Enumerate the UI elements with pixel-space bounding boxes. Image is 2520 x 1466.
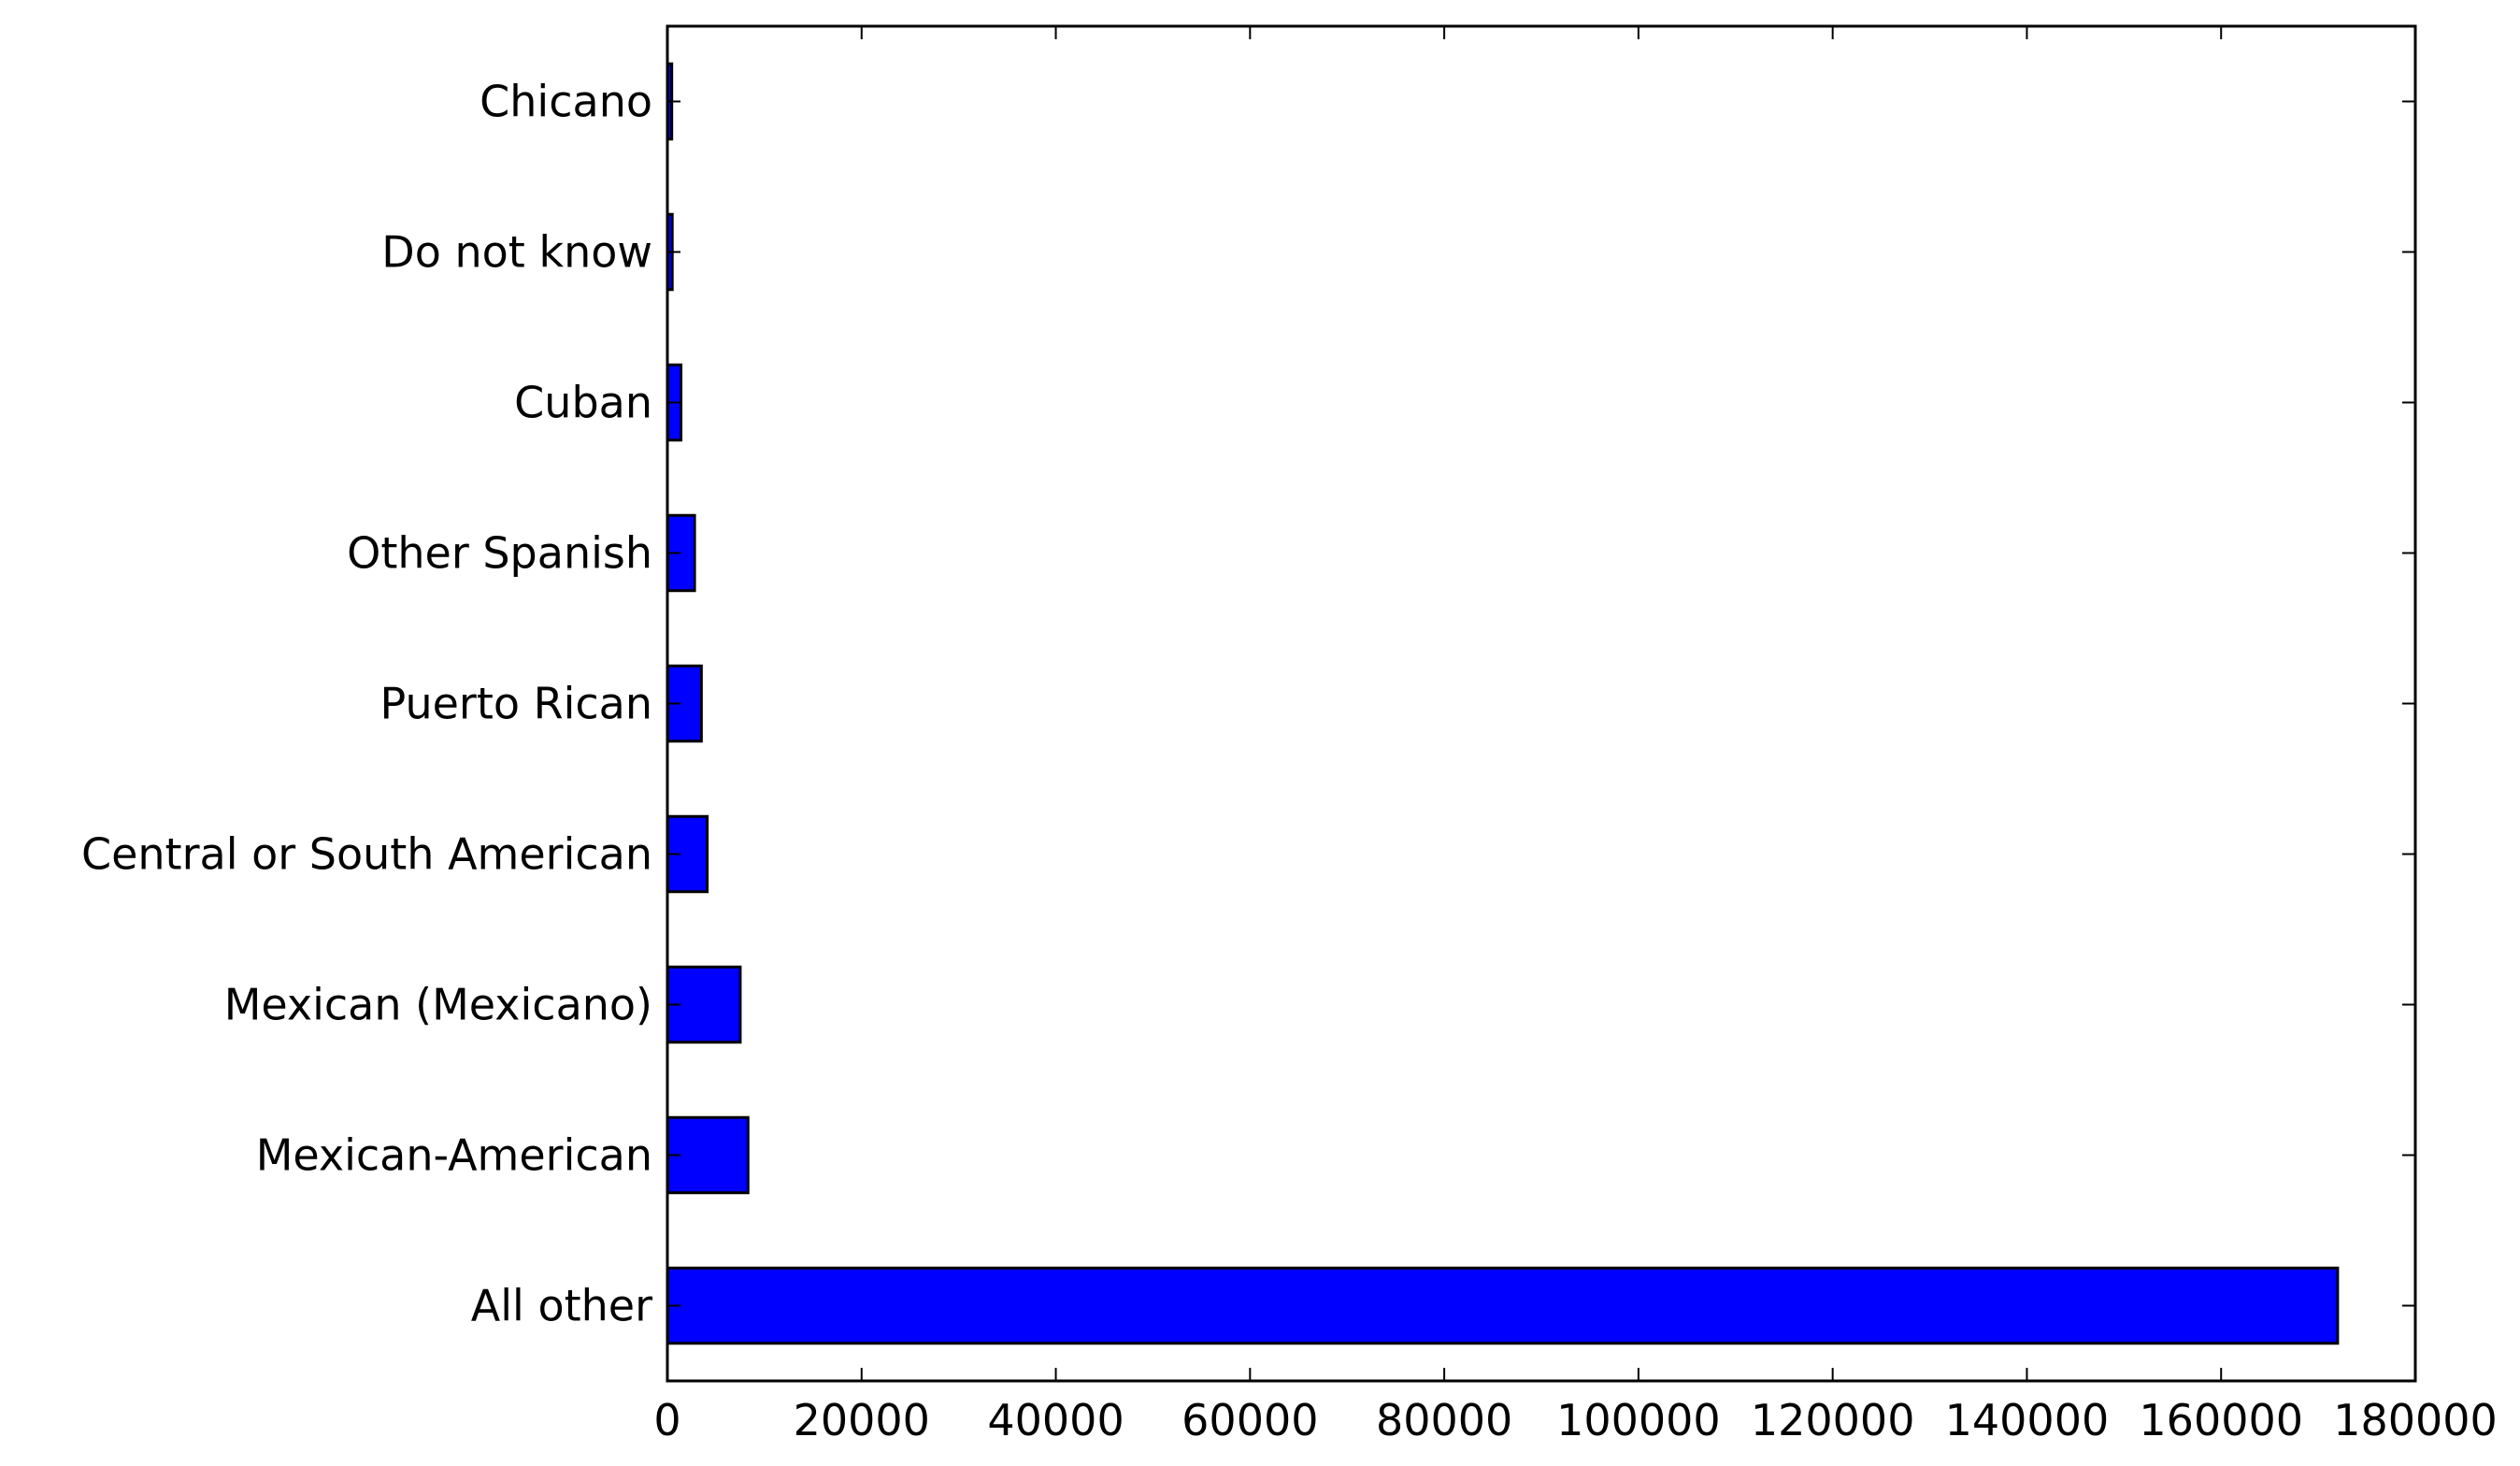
- x-tick-labels: 0 20000 40000 60000 80000 100000 120000 140000 1…: [653, 1395, 2497, 1445]
- x-tick-label: 20000: [794, 1395, 930, 1445]
- x-tick-label: 80000: [1376, 1395, 1512, 1445]
- x-tick-label: 60000: [1181, 1395, 1318, 1445]
- y-tick-label: Cuban: [514, 378, 652, 428]
- x-tick-label: 160000: [2139, 1395, 2303, 1445]
- y-tick-label: Mexican-American: [256, 1130, 652, 1181]
- x-tick-label: 100000: [1556, 1395, 1721, 1445]
- bar: [666, 1266, 2340, 1345]
- y-tick-label: Chicano: [480, 77, 652, 127]
- x-tick-label: 120000: [1751, 1395, 1915, 1445]
- bars-layer: [666, 62, 2340, 1345]
- x-tick-label: 140000: [1945, 1395, 2110, 1445]
- x-tick-label: 180000: [2333, 1395, 2498, 1445]
- x-tick-label: 40000: [987, 1395, 1124, 1445]
- y-tick-label: All other: [471, 1281, 652, 1331]
- y-tick-labels: All other Mexican-American Mexican (Mexica…: [81, 77, 652, 1331]
- y-tick-label: Mexican (Mexicano): [224, 980, 652, 1030]
- y-tick-label: Do not know: [381, 227, 652, 278]
- plot-area-frame: [666, 24, 2417, 1383]
- y-tick-label: Puerto Rican: [380, 679, 652, 729]
- y-tick-label: Central or South American: [81, 829, 652, 880]
- y-tick-label: Other Spanish: [347, 528, 652, 579]
- x-tick-label: 0: [653, 1395, 680, 1445]
- ticks-layer: [666, 26, 2416, 1381]
